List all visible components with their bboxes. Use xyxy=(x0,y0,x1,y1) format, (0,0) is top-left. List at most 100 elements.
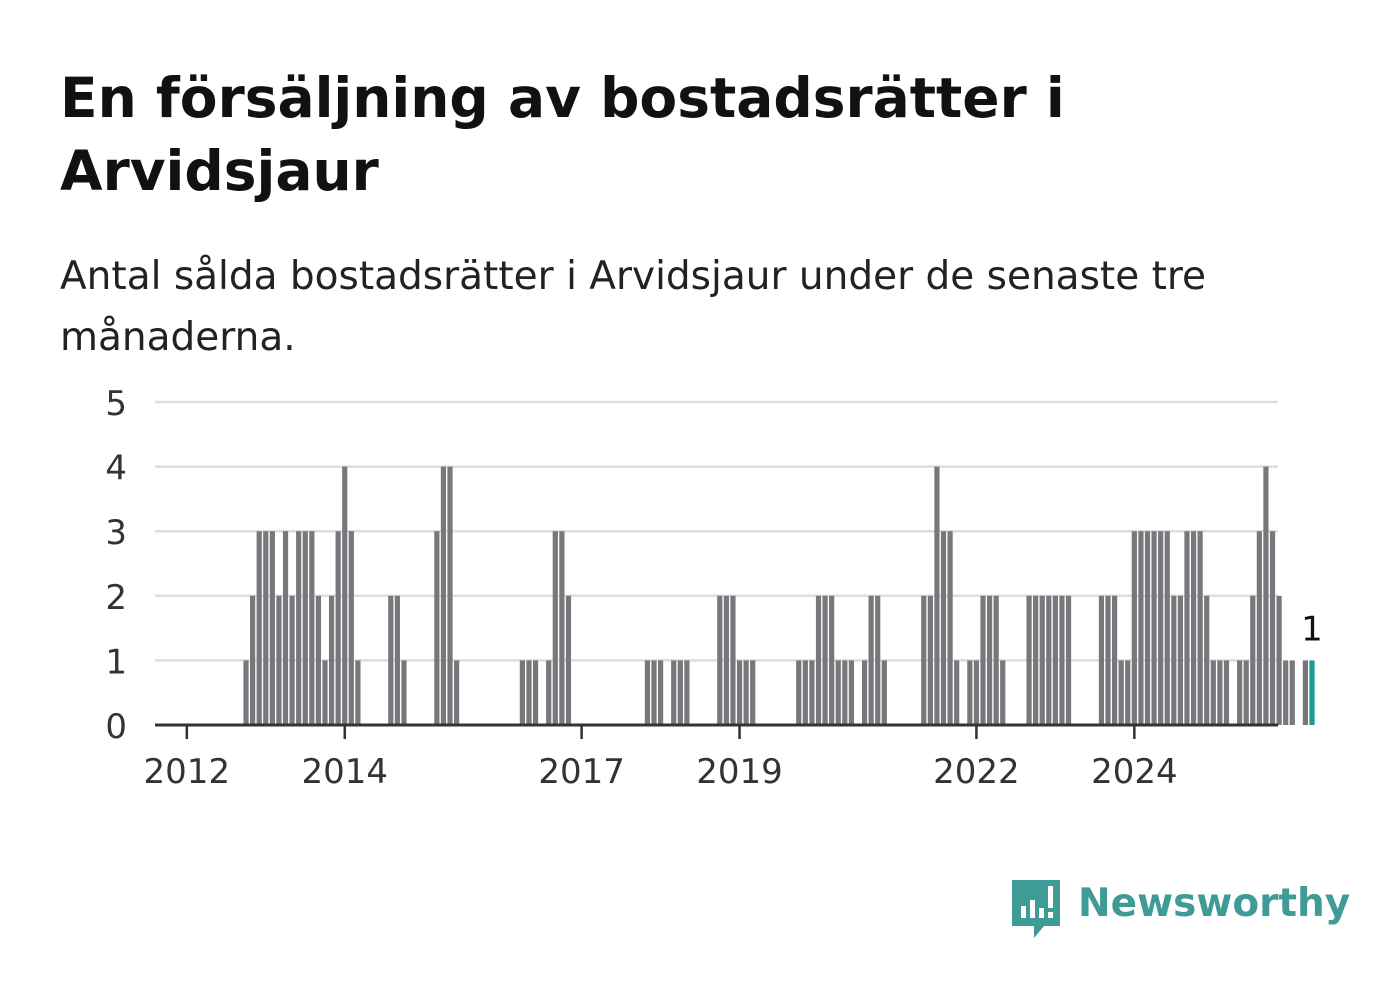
bar xyxy=(342,466,348,725)
bar xyxy=(1039,595,1045,725)
bar xyxy=(1125,660,1131,725)
bar xyxy=(829,595,835,725)
bar xyxy=(802,660,808,725)
y-tick-label: 4 xyxy=(105,449,127,489)
bar xyxy=(934,466,940,725)
bar xyxy=(355,660,361,725)
bar xyxy=(388,595,394,725)
bar xyxy=(401,660,407,725)
bar xyxy=(322,660,328,725)
x-tick-label: 2022 xyxy=(933,752,1020,792)
bar xyxy=(1131,531,1137,725)
bar xyxy=(328,595,335,725)
bar xyxy=(1171,595,1177,725)
bar xyxy=(302,531,308,725)
bar xyxy=(671,660,677,725)
bar xyxy=(1283,660,1289,725)
bar xyxy=(861,660,868,725)
data-label: 1 xyxy=(1301,609,1323,649)
bar xyxy=(434,531,440,725)
y-tick-label: 1 xyxy=(105,642,127,682)
bar xyxy=(723,595,729,725)
chart-subtitle: Antal sålda bostadsrätter i Arvidsjaur u… xyxy=(60,254,1207,360)
bar xyxy=(1289,660,1295,725)
bar xyxy=(986,595,993,725)
bar xyxy=(750,660,756,725)
bar xyxy=(1046,595,1052,725)
bar xyxy=(743,660,749,725)
bar xyxy=(296,531,302,725)
bar xyxy=(250,595,256,725)
bar xyxy=(276,595,282,725)
bar xyxy=(1059,595,1065,725)
bar xyxy=(1026,595,1032,725)
bar xyxy=(440,466,447,725)
bar xyxy=(309,531,315,725)
bar xyxy=(1256,531,1262,725)
bar xyxy=(447,466,453,725)
bar xyxy=(684,660,690,725)
bar xyxy=(1210,660,1216,725)
bar-chart: 0 1 2 3 4 5 1 2012 2014 2017 2019 2022 2024 xyxy=(105,384,1323,792)
bar xyxy=(256,531,262,725)
newsworthy-logo-icon xyxy=(1012,880,1060,938)
bar xyxy=(1197,531,1203,725)
bar xyxy=(526,660,532,725)
bar xyxy=(868,595,874,725)
bar xyxy=(717,595,723,725)
newsworthy-logo-text: Newsworthy xyxy=(1078,881,1351,926)
bar xyxy=(815,595,822,725)
bar xyxy=(263,531,269,725)
bar xyxy=(677,660,683,725)
bar xyxy=(947,531,953,725)
newsworthy-logo[interactable]: Newsworthy xyxy=(1010,878,1350,942)
bar xyxy=(842,660,848,725)
x-tick-label: 2017 xyxy=(538,752,625,792)
bar xyxy=(940,531,947,725)
bar xyxy=(565,595,572,725)
bar xyxy=(736,660,743,725)
bar xyxy=(1112,595,1118,725)
bar xyxy=(657,660,664,725)
bar xyxy=(1250,595,1256,725)
bar xyxy=(796,660,802,725)
bar xyxy=(1098,595,1105,725)
bar xyxy=(315,595,322,725)
bar xyxy=(1177,595,1183,725)
y-tick-label: 5 xyxy=(105,384,127,424)
bar xyxy=(394,595,400,725)
x-tick-label: 2012 xyxy=(144,752,231,792)
bar xyxy=(1151,531,1157,725)
bar xyxy=(1033,595,1039,725)
bar xyxy=(1237,660,1243,725)
bar xyxy=(1243,660,1249,725)
y-tick-label: 2 xyxy=(105,578,127,618)
bar xyxy=(848,660,854,725)
bar xyxy=(1184,531,1190,725)
bar xyxy=(927,595,933,725)
bar xyxy=(993,595,999,725)
bar xyxy=(921,595,927,725)
bar xyxy=(1217,660,1223,725)
chart-title: En försäljning av bostadsrätter i Arvids… xyxy=(60,66,1065,203)
bar xyxy=(552,531,558,725)
bar xyxy=(519,660,525,725)
x-tick-label: 2024 xyxy=(1091,752,1178,792)
bar xyxy=(730,595,736,725)
bar xyxy=(282,531,289,725)
y-tick-label: 3 xyxy=(105,513,127,553)
bar xyxy=(546,660,552,725)
bar xyxy=(1269,531,1276,725)
bar xyxy=(835,660,841,725)
bar xyxy=(559,531,565,725)
bar xyxy=(973,660,980,725)
bar xyxy=(1276,595,1282,725)
bar xyxy=(1190,531,1197,725)
bar xyxy=(1065,595,1072,725)
bar xyxy=(1263,466,1269,725)
bar xyxy=(980,595,986,725)
bar xyxy=(644,660,651,725)
bar xyxy=(1302,660,1309,725)
bar xyxy=(1052,595,1058,725)
bar xyxy=(967,660,973,725)
